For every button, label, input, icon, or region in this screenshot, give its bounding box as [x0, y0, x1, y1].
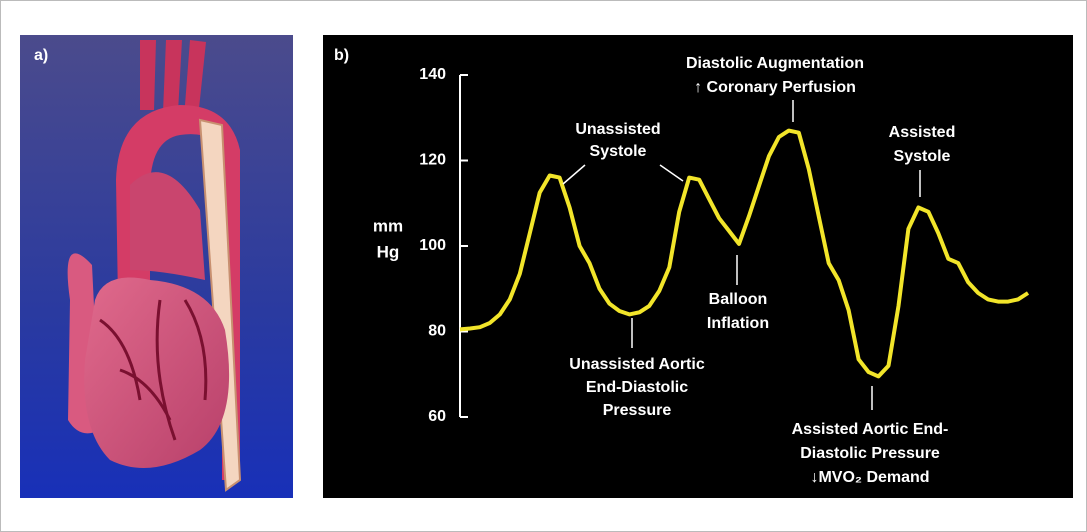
- annotation: Diastolic Augmentation: [686, 55, 864, 72]
- annotation: Unassisted Aortic: [569, 356, 705, 373]
- annotation: Diastolic Pressure: [800, 445, 940, 462]
- annotation: Assisted: [889, 124, 956, 141]
- y-tick-label: 80: [428, 323, 446, 340]
- annotation: Unassisted: [575, 121, 660, 138]
- annotation: End-Diastolic: [586, 379, 688, 396]
- annotation: Balloon: [709, 291, 768, 308]
- y-tick-label: 60: [428, 408, 446, 425]
- y-tick-label: 100: [419, 237, 446, 254]
- annotation: Inflation: [707, 315, 769, 332]
- annotation: Pressure: [603, 402, 672, 419]
- y-tick-label: 140: [419, 66, 446, 83]
- y-axis-label: Hg: [377, 242, 400, 261]
- heart-illustration: [20, 35, 293, 498]
- annotation: Assisted Aortic End-: [792, 421, 949, 438]
- annotation: ↑ Coronary Perfusion: [694, 79, 856, 96]
- annotation: Systole: [894, 148, 951, 165]
- y-tick-label: 120: [419, 152, 446, 169]
- figure: a) b) mm Hg 60 80 100 120 140 Unassisted Systo…: [0, 0, 1087, 532]
- panel-label: b): [334, 47, 349, 64]
- annotation: Systole: [590, 143, 647, 160]
- annotation: ↓MVO₂ Demand: [810, 469, 929, 486]
- y-axis-label: mm: [373, 216, 403, 235]
- panel-label: a): [34, 47, 48, 64]
